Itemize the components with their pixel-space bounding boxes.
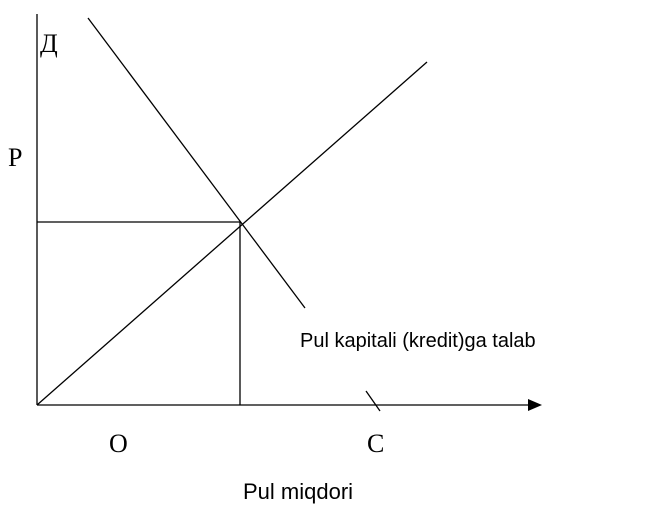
demand-curve-label: Pul kapitali (kredit)ga talab [300,330,536,352]
y-axis-label: Д [40,29,58,58]
supply-line [36,61,428,406]
x-axis-title: Pul miqdori [243,479,353,504]
supply-label: C [367,429,384,458]
price-label: P [8,143,22,172]
demand-line [87,17,306,309]
supply-tick [365,390,381,412]
origin-label: O [109,429,128,458]
x-axis-arrow [528,399,542,411]
